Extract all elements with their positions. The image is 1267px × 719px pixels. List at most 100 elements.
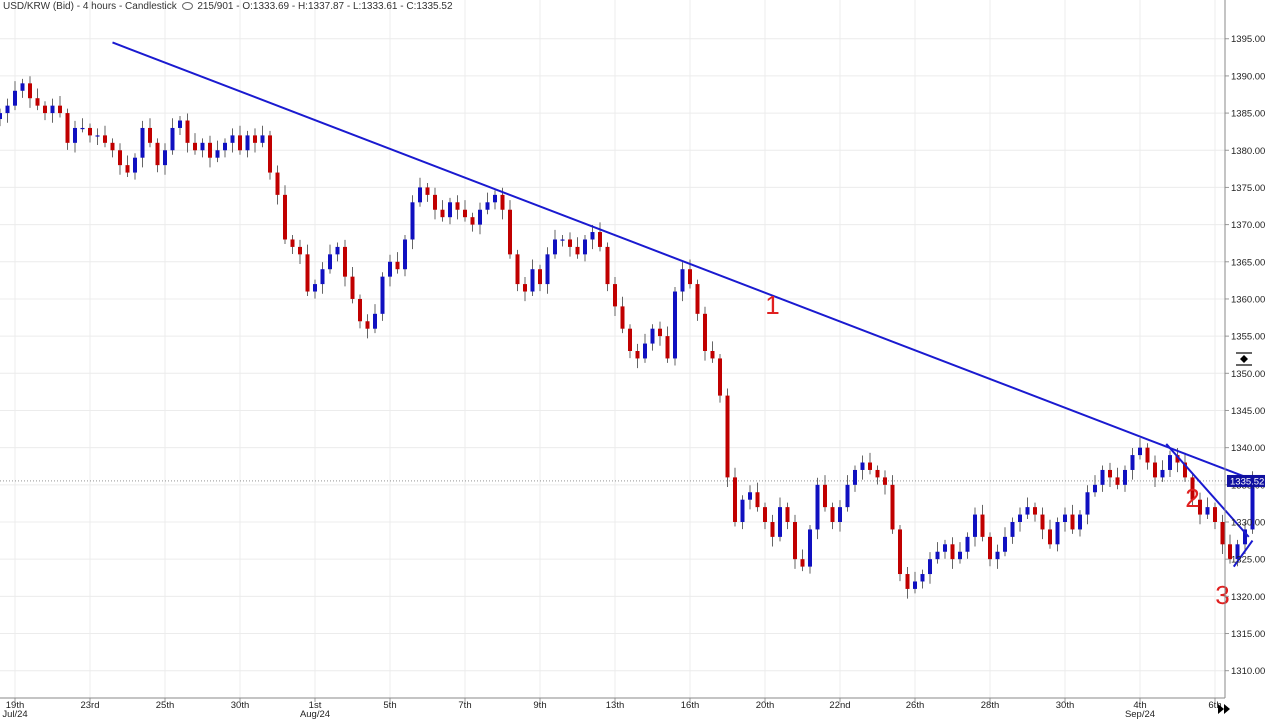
candle-body	[1033, 507, 1037, 515]
candle-body	[1213, 507, 1217, 522]
candle-body	[245, 135, 250, 151]
candle-body	[800, 559, 805, 567]
x-tick-sublabel: Sep/24	[1125, 709, 1155, 719]
candle-body	[365, 321, 370, 329]
candle-body	[1228, 544, 1232, 560]
candle-body	[358, 298, 362, 322]
scroll-forward-icon[interactable]	[1218, 704, 1230, 714]
candle-body	[1040, 514, 1045, 530]
candle-body	[43, 105, 47, 114]
candle-body	[208, 142, 212, 158]
candle-body	[500, 194, 505, 210]
candle-body	[590, 232, 595, 240]
candle-body	[350, 276, 355, 299]
x-tick-label: 30th	[1056, 700, 1075, 711]
candle-body	[965, 536, 970, 552]
candle-body	[785, 507, 790, 522]
scale-toggle-icon[interactable]	[1234, 351, 1254, 366]
candle-body	[478, 209, 482, 225]
candle-body	[725, 395, 730, 478]
candle-body	[1220, 522, 1225, 545]
candle-body	[253, 135, 257, 143]
candle-body	[860, 462, 865, 470]
candle-body	[613, 284, 617, 307]
candle-body	[133, 157, 137, 173]
candle-body	[80, 127, 85, 130]
candle-body	[103, 135, 107, 143]
candle-body	[530, 269, 535, 292]
candle-body	[890, 484, 895, 530]
y-tick-label: 1350.00	[1231, 369, 1265, 380]
candle-body	[373, 313, 377, 329]
candle-body	[710, 351, 715, 359]
candle-body	[1250, 480, 1255, 530]
trendlines[interactable]	[112, 41, 1257, 568]
candle-body	[448, 202, 452, 218]
candle-body	[815, 484, 820, 530]
candle-body	[875, 469, 880, 478]
candle-body	[1025, 507, 1030, 515]
candle-body	[680, 269, 685, 292]
candle-body	[553, 239, 557, 255]
candle-body	[620, 306, 625, 329]
candle-body	[523, 284, 527, 292]
candle-body	[733, 477, 737, 522]
x-tick-label: 25th	[156, 700, 175, 711]
candle-body	[695, 284, 700, 314]
candle-body	[545, 254, 550, 285]
x-tick-label: 13th	[606, 700, 625, 711]
candle-body	[238, 135, 242, 151]
eye-icon[interactable]	[181, 2, 193, 11]
candle-body	[650, 328, 655, 344]
candle-body	[988, 536, 992, 560]
trendline	[1165, 443, 1250, 538]
ohlc-readout: O:1333.69 - H:1337.87 - L:1333.61 - C:13…	[242, 1, 453, 12]
candle-body	[1108, 469, 1112, 478]
candle-body	[335, 246, 340, 255]
candle-body	[328, 254, 332, 270]
wave-label: 1	[765, 290, 779, 320]
candle-body	[845, 484, 850, 508]
x-tick-label: 7th	[458, 700, 471, 711]
x-tick-label: 26th	[906, 700, 925, 711]
candle-body	[1063, 514, 1067, 522]
candle-body	[5, 105, 10, 114]
candle-body	[58, 105, 62, 114]
candle-body	[823, 484, 827, 508]
candle-body	[673, 291, 677, 359]
candle-body	[1190, 477, 1195, 500]
candle-body	[0, 113, 2, 120]
candle-body	[643, 343, 647, 359]
candle-body	[178, 120, 182, 128]
candle-body	[1018, 514, 1022, 522]
candle-body	[1243, 529, 1247, 545]
grid-lines	[0, 0, 1225, 698]
candle-body	[958, 551, 962, 560]
candle-body	[193, 142, 197, 151]
x-tick-label: 16th	[681, 700, 700, 711]
price-axis: 1310.00 1315.00 1320.00 1325.00 1330.00 1335.…	[1224, 0, 1265, 698]
candle-body	[493, 194, 497, 203]
y-tick-label: 1315.00	[1231, 629, 1265, 640]
candle-body	[268, 135, 272, 173]
candle-body	[395, 261, 400, 270]
candle-body	[883, 477, 887, 485]
candle-body	[1070, 514, 1075, 530]
x-tick-label: 28th	[981, 700, 1000, 711]
candle-body	[1085, 492, 1090, 515]
x-tick-label: 9th	[533, 700, 546, 711]
candle-body	[418, 187, 422, 203]
y-tick-label: 1340.00	[1231, 443, 1265, 454]
candle-body	[1198, 499, 1202, 515]
y-tick-label: 1390.00	[1231, 71, 1265, 82]
candle-body	[628, 328, 632, 351]
candle-body	[1055, 522, 1060, 545]
candle-body	[1123, 469, 1127, 485]
candle-body	[560, 239, 565, 241]
candle-body	[403, 239, 407, 270]
candle-body	[388, 261, 392, 277]
candle-body	[110, 142, 115, 151]
candle-body	[515, 254, 520, 285]
candle-body	[1153, 462, 1157, 478]
